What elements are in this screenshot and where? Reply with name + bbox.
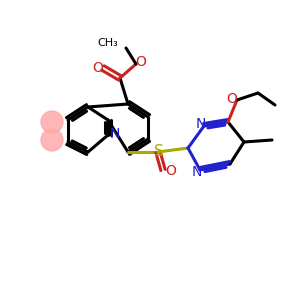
Text: O: O — [136, 55, 146, 69]
Text: CH₃: CH₃ — [97, 38, 118, 48]
Text: N: N — [196, 117, 206, 131]
Text: N: N — [192, 165, 202, 179]
Text: O: O — [226, 92, 237, 106]
Text: O: O — [93, 61, 104, 75]
Text: N: N — [110, 127, 120, 141]
Text: S: S — [154, 143, 164, 158]
Circle shape — [41, 129, 63, 151]
Text: O: O — [166, 164, 176, 178]
Circle shape — [41, 111, 63, 133]
